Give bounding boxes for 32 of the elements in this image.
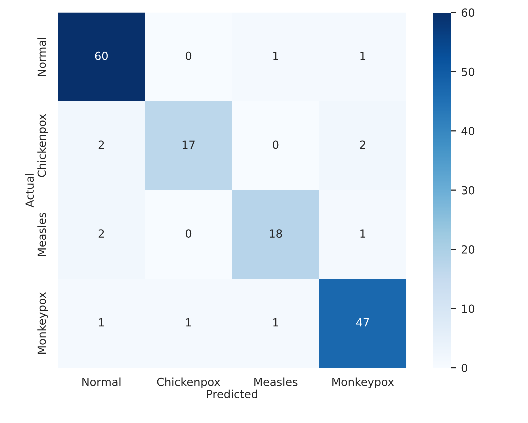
color-bar-label: 60 xyxy=(462,8,475,18)
data-label: 17 xyxy=(182,140,195,149)
data-label: 1 xyxy=(99,318,104,327)
data-label: 1 xyxy=(360,52,366,60)
color-bar-label: 30 xyxy=(462,186,475,195)
color-bar-label: 0 xyxy=(462,364,468,372)
color-bar-label: 10 xyxy=(462,304,475,314)
data-label: 47 xyxy=(356,318,370,327)
data-label: 2 xyxy=(360,140,366,149)
data-label: 18 xyxy=(270,230,282,238)
data-label: 0 xyxy=(186,230,192,238)
y-axis-title: Actual xyxy=(25,174,34,208)
y-tick-label: Measles xyxy=(38,212,46,256)
data-label: 1 xyxy=(274,318,278,327)
data-label: 1 xyxy=(274,52,278,60)
data-label: 1 xyxy=(186,318,192,327)
y-tick-label: Normal xyxy=(38,38,46,76)
color-bar-label: 50 xyxy=(462,68,475,76)
x-tick-label: Monkeypox xyxy=(332,378,394,388)
data-label: 1 xyxy=(360,230,366,238)
x-tick-label: Normal xyxy=(82,378,121,386)
data-label: 0 xyxy=(186,52,192,60)
data-label: 2 xyxy=(98,140,104,149)
x-tick-label: Measles xyxy=(254,378,298,386)
x-axis-title: Predicted xyxy=(207,390,258,398)
y-tick-label: Chickenpox xyxy=(38,114,48,178)
data-label: 2 xyxy=(98,230,104,238)
data-label: 60 xyxy=(95,52,108,60)
x-tick-label: Chickenpox xyxy=(157,378,220,388)
color-bar-label: 20 xyxy=(462,246,475,254)
color-bar-label: 40 xyxy=(462,127,475,136)
data-label: 0 xyxy=(273,140,279,150)
